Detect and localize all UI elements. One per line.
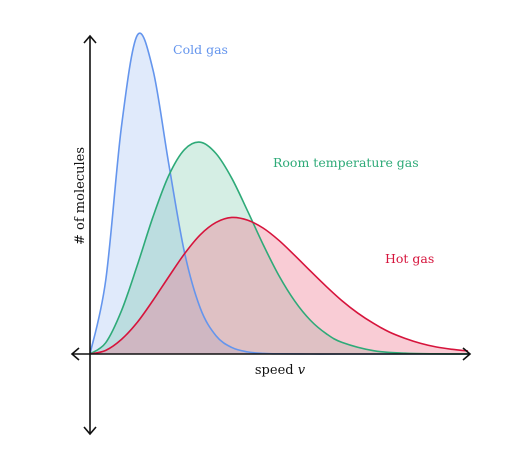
x-axis-arrow-right	[462, 347, 472, 361]
x-axis-label: speed v	[255, 363, 306, 378]
series-labels: Cold gas Room temperature gas Hot gas	[173, 42, 434, 266]
y-axis-arrow-up	[83, 34, 97, 44]
hot-gas-area	[90, 217, 468, 354]
hot-gas-label: Hot gas	[385, 251, 434, 266]
x-axis-arrow-left	[70, 347, 80, 361]
cold-gas-area	[90, 33, 468, 355]
x-axis-label-text: speed	[255, 363, 294, 378]
cold-gas-label: Cold gas	[173, 42, 228, 57]
hot-gas-line	[89, 216, 469, 355]
x-axis-label-var: v	[298, 363, 306, 378]
y-axis-label: # of molecules	[73, 147, 88, 245]
room-temperature-gas-line	[89, 141, 469, 355]
y-axis-arrow-down	[83, 426, 97, 436]
room-temperature-gas-label: Room temperature gas	[273, 155, 419, 170]
axes	[70, 34, 472, 436]
room-temperature-gas-area	[90, 142, 468, 354]
series-areas	[90, 33, 468, 355]
